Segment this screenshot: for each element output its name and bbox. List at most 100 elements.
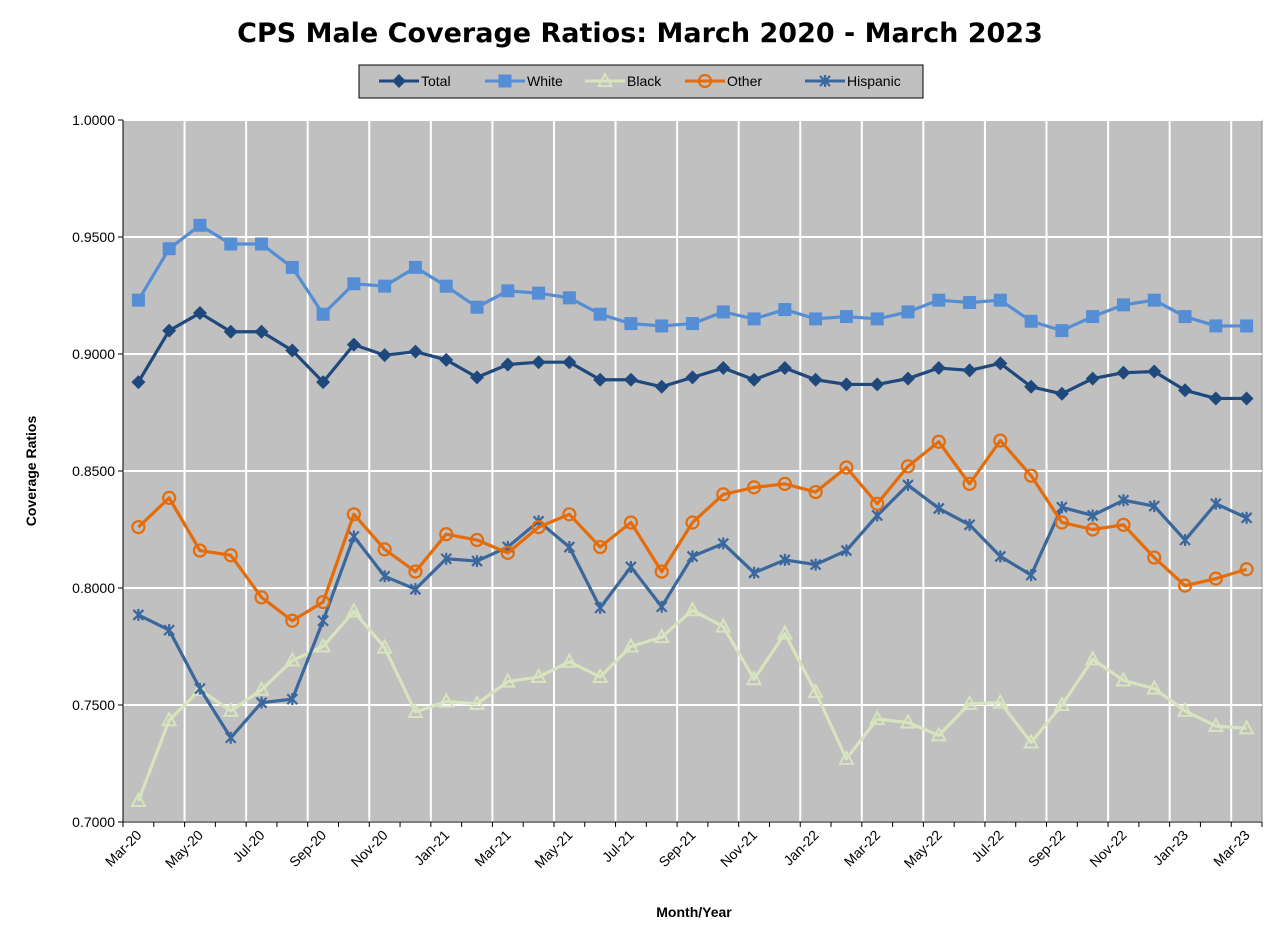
series-white bbox=[131, 218, 1254, 338]
square-marker bbox=[901, 305, 915, 319]
circle-marker bbox=[1239, 562, 1254, 577]
triangle-marker bbox=[1084, 650, 1101, 666]
x-marker bbox=[409, 583, 422, 596]
square-marker bbox=[562, 291, 576, 305]
x-marker bbox=[1179, 534, 1191, 547]
square-marker bbox=[870, 312, 884, 326]
diamond-marker bbox=[839, 377, 854, 392]
diamond-marker bbox=[1085, 371, 1100, 386]
diamond-marker bbox=[747, 372, 762, 387]
y-tick-label: 0.7500 bbox=[72, 697, 115, 713]
triangle-marker bbox=[407, 702, 424, 719]
diamond-marker bbox=[192, 306, 207, 321]
triangle-marker bbox=[992, 693, 1009, 709]
diamond-marker bbox=[1178, 383, 1193, 398]
x-marker bbox=[840, 544, 853, 557]
x-tick-label: May-22 bbox=[901, 827, 945, 871]
square-marker bbox=[993, 293, 1007, 307]
x-marker-stroke bbox=[1117, 494, 1130, 507]
square-marker bbox=[1024, 314, 1038, 328]
x-marker-stroke bbox=[1025, 569, 1037, 582]
triangle-marker bbox=[468, 694, 486, 710]
x-marker-stroke bbox=[1148, 500, 1161, 513]
square-marker bbox=[839, 310, 853, 324]
series-total bbox=[131, 306, 1254, 406]
x-marker bbox=[440, 552, 453, 565]
triangle-marker bbox=[807, 683, 824, 699]
circle-marker bbox=[254, 590, 269, 605]
triangle-marker bbox=[1115, 671, 1132, 687]
square-marker bbox=[470, 300, 484, 314]
diamond-marker bbox=[346, 337, 361, 352]
x-marker-stroke bbox=[440, 552, 453, 565]
diamond-marker bbox=[777, 361, 792, 376]
circle-marker bbox=[346, 507, 361, 522]
square-marker bbox=[439, 279, 453, 293]
x-marker-stroke bbox=[1086, 509, 1099, 522]
diamond-marker bbox=[1116, 365, 1131, 380]
legend-item-hispanic: Hispanic bbox=[805, 73, 901, 89]
circle-marker bbox=[777, 476, 792, 491]
x-axis-label: Month/Year bbox=[656, 904, 732, 920]
series-line bbox=[137, 438, 1248, 623]
y-tick-label: 0.8500 bbox=[72, 463, 115, 479]
x-tick-label: Jan-21 bbox=[411, 827, 453, 869]
square-marker bbox=[193, 218, 207, 232]
circle-marker bbox=[808, 484, 823, 500]
square-marker bbox=[285, 260, 299, 274]
circle-marker bbox=[593, 539, 608, 555]
circle-marker bbox=[931, 434, 946, 449]
chart-title: CPS Male Coverage Ratios: March 2020 - M… bbox=[237, 18, 1043, 49]
triangle-marker bbox=[222, 701, 239, 717]
x-marker-stroke bbox=[471, 555, 483, 568]
circle-marker bbox=[716, 487, 731, 502]
x-marker-stroke bbox=[194, 682, 206, 695]
square-marker bbox=[162, 242, 176, 256]
diamond-marker bbox=[593, 372, 608, 387]
circle-marker bbox=[654, 564, 669, 579]
square-marker bbox=[408, 260, 422, 274]
legend-item-total: Total bbox=[379, 73, 451, 89]
triangle-marker bbox=[684, 601, 701, 617]
square-marker bbox=[963, 296, 977, 310]
diamond-marker bbox=[408, 344, 423, 359]
triangle-marker bbox=[715, 617, 732, 633]
circle-marker bbox=[870, 496, 885, 511]
x-marker bbox=[1086, 509, 1099, 522]
circle-marker bbox=[223, 548, 238, 563]
x-tick-label: Mar-22 bbox=[841, 827, 884, 870]
diamond-marker bbox=[654, 379, 669, 394]
circle-marker bbox=[377, 542, 392, 557]
x-marker bbox=[779, 553, 791, 566]
square-marker bbox=[1147, 293, 1161, 307]
x-marker-stroke bbox=[994, 550, 1007, 563]
x-marker bbox=[1240, 511, 1253, 524]
triangle-marker bbox=[596, 71, 614, 87]
y-tick-label: 0.7000 bbox=[72, 814, 115, 830]
square-marker bbox=[378, 279, 392, 293]
y-tick-label: 0.9000 bbox=[72, 346, 115, 362]
x-marker bbox=[1056, 501, 1068, 514]
series-line bbox=[136, 608, 1247, 802]
triangle-marker bbox=[314, 637, 332, 653]
triangle-marker bbox=[653, 628, 670, 644]
x-marker-stroke bbox=[779, 553, 791, 566]
circle-marker bbox=[993, 433, 1008, 448]
x-marker-stroke bbox=[686, 550, 699, 563]
x-marker-stroke bbox=[655, 600, 668, 613]
triangle-marker bbox=[253, 680, 270, 696]
legend-item-black: Black bbox=[585, 71, 662, 89]
x-marker-stroke bbox=[1240, 511, 1253, 524]
square-marker bbox=[686, 317, 699, 331]
legend-item-white: White bbox=[485, 73, 563, 89]
x-tick-label: Mar-20 bbox=[102, 827, 145, 870]
triangle-marker bbox=[1053, 695, 1071, 711]
x-tick-label: Mar-21 bbox=[471, 827, 514, 870]
x-marker-stroke bbox=[1179, 534, 1191, 547]
x-marker-stroke bbox=[840, 544, 853, 557]
x-marker bbox=[378, 570, 391, 583]
triangle-marker bbox=[838, 749, 855, 765]
x-marker-stroke bbox=[932, 502, 945, 515]
x-marker-stroke bbox=[409, 583, 422, 596]
triangle-marker bbox=[499, 672, 516, 688]
